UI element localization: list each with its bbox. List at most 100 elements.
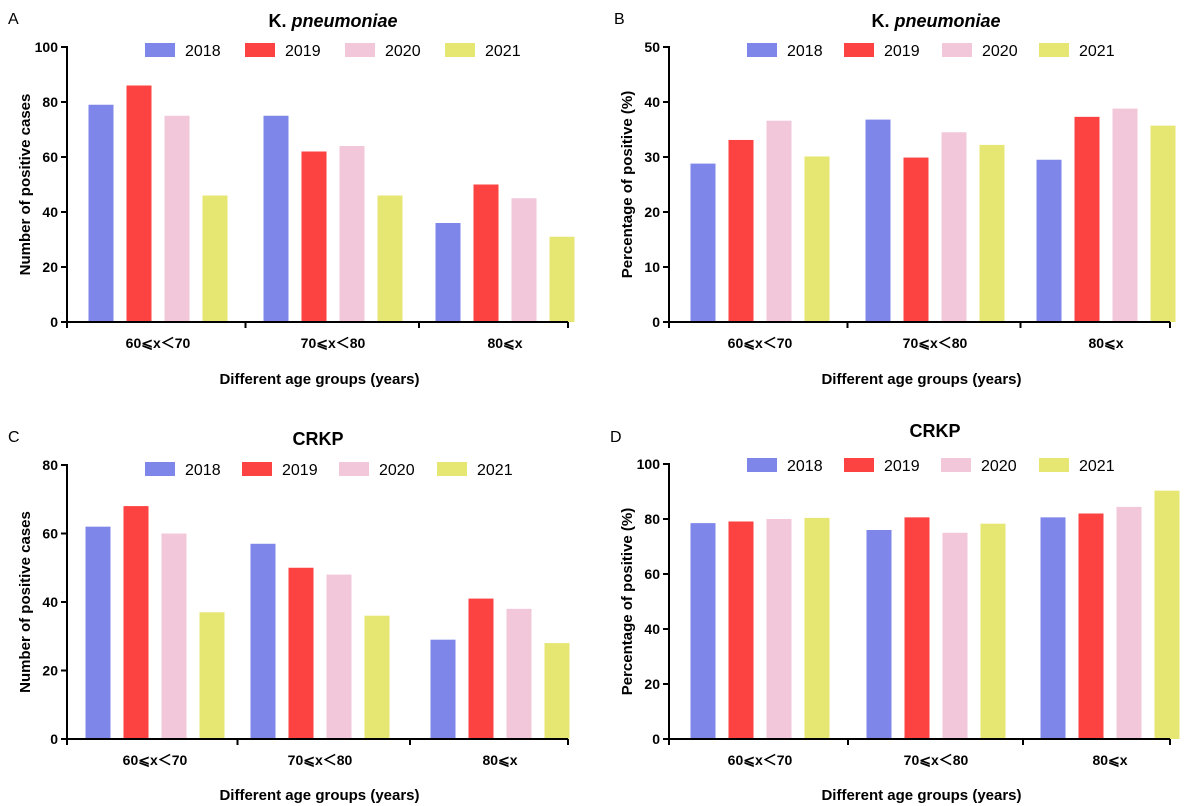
bar (690, 523, 716, 739)
chart-title: K. pneumoniae (871, 11, 1000, 31)
category-label: 70⩽x＜80 (301, 335, 366, 351)
category-label: 80⩽x (1088, 335, 1123, 351)
bar (549, 236, 575, 322)
bar (1154, 490, 1180, 739)
panel-letter: A (8, 11, 19, 28)
legend-label: 2019 (884, 43, 920, 60)
legend-label: 2021 (477, 462, 513, 479)
bar (288, 567, 314, 739)
category-label: 60⩽x＜70 (728, 752, 793, 768)
legend-label: 2018 (185, 462, 221, 479)
bar (866, 530, 892, 739)
legend-swatch (844, 43, 874, 57)
y-tick-label: 80 (644, 511, 660, 527)
y-tick-label: 0 (50, 731, 58, 747)
category-label: 80⩽x (487, 335, 522, 351)
y-tick-label: 40 (644, 94, 660, 110)
category-label: 80⩽x (482, 752, 517, 768)
legend-swatch (145, 43, 175, 57)
legend-label: 2018 (185, 43, 221, 60)
legend-label: 2019 (282, 462, 318, 479)
bar (364, 615, 390, 739)
bar (1078, 513, 1104, 739)
bar (979, 144, 1005, 322)
bar (473, 184, 499, 322)
y-tick-label: 20 (644, 204, 660, 220)
bar (126, 85, 152, 322)
bar (161, 533, 187, 739)
bar (435, 223, 461, 322)
bar (301, 151, 327, 322)
y-tick-label: 80 (42, 457, 58, 473)
bar (199, 612, 225, 739)
legend-label: 2020 (385, 43, 421, 60)
y-tick-label: 0 (50, 314, 58, 330)
y-tick-label: 50 (644, 39, 660, 55)
x-axis-label: Different age groups (years) (821, 371, 1021, 388)
bar (468, 598, 494, 739)
legend-label: 2019 (884, 458, 920, 475)
bar (326, 574, 352, 739)
y-axis-label: Percentage of positive (%) (619, 508, 636, 696)
legend-label: 2021 (1079, 458, 1115, 475)
legend-swatch (242, 462, 272, 476)
bar (728, 139, 754, 322)
legend-label: 2020 (981, 458, 1017, 475)
chart-title-italic-part: pneumoniae (291, 11, 398, 31)
x-axis-label: Different age groups (years) (219, 371, 419, 388)
category-label: 60⩽x＜70 (728, 335, 793, 351)
y-tick-label: 40 (644, 621, 660, 637)
panel-d: D CRKP 2018 2019 2020 2021 60⩽x＜70 70⩽x＜80 80⩽x 0… (610, 421, 1180, 804)
bar (941, 132, 967, 322)
bar (506, 608, 532, 739)
chart-title: CRKP (292, 429, 343, 449)
x-axis-label: Different age groups (years) (219, 787, 419, 804)
panel-letter: C (8, 429, 20, 446)
x-axis-label: Different age groups (years) (821, 787, 1021, 804)
legend-swatch (145, 462, 175, 476)
y-tick-label: 60 (42, 149, 58, 165)
category-label: 80⩽x (1092, 752, 1127, 768)
legend-swatch (339, 462, 369, 476)
bar (690, 163, 716, 322)
y-axis-label: Number of positive cases (17, 94, 34, 276)
bar (202, 195, 228, 322)
bar (511, 198, 537, 322)
legend-swatch (437, 462, 467, 476)
bar (263, 115, 289, 322)
chart-title-part: K. (871, 11, 894, 31)
y-tick-label: 20 (42, 259, 58, 275)
bar (903, 157, 929, 322)
y-tick-label: 80 (42, 94, 58, 110)
category-label: 60⩽x＜70 (123, 752, 188, 768)
y-tick-label: 100 (35, 39, 59, 55)
y-tick-label: 100 (637, 456, 661, 472)
y-axis-label: Number of positive cases (17, 511, 34, 693)
y-tick-label: 0 (652, 731, 660, 747)
legend-swatch (1039, 458, 1069, 472)
chart-title: K. pneumoniae (268, 11, 397, 31)
bar (904, 517, 930, 739)
bar (865, 119, 891, 322)
bar (164, 115, 190, 322)
bar (377, 195, 403, 322)
bar (766, 120, 792, 322)
legend-label: 2019 (285, 43, 321, 60)
legend-swatch (747, 43, 777, 57)
y-axis-label: Percentage of positive (%) (619, 91, 636, 279)
legend-swatch (747, 458, 777, 472)
category-label: 60⩽x＜70 (126, 335, 191, 351)
bar (339, 146, 365, 322)
bar (804, 517, 830, 739)
chart-title: CRKP (909, 421, 960, 441)
legend-label: 2020 (379, 462, 415, 479)
legend-swatch (941, 458, 971, 472)
bar (250, 543, 276, 739)
panel-b: B K. pneumoniae 2018 2019 2020 2021 60⩽x＜70 70⩽… (614, 11, 1176, 388)
bar (804, 156, 830, 322)
legend-label: 2020 (982, 43, 1018, 60)
panel-letter: B (614, 11, 625, 28)
bar (1036, 159, 1062, 322)
y-tick-label: 0 (652, 314, 660, 330)
